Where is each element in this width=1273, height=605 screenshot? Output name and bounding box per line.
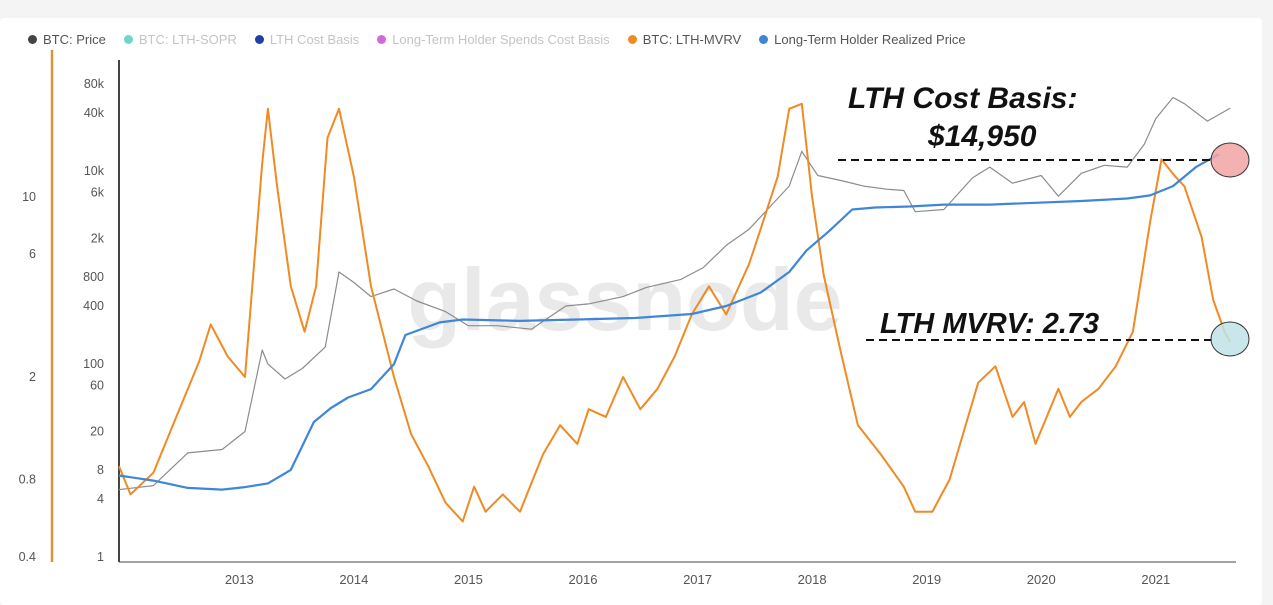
cost-basis-annotation-line1: LTH Cost Basis: <box>848 82 1077 115</box>
x-tick-label: 2019 <box>912 572 941 587</box>
legend-item-lth-spends-cost-basis[interactable]: Long-Term Holder Spends Cost Basis <box>377 32 610 47</box>
price-tick-label: 6k <box>91 186 105 200</box>
legend: BTC: Price BTC: LTH-SOPR LTH Cost Basis … <box>28 30 984 48</box>
price-tick-label: 100 <box>83 357 104 371</box>
realized-price-series-line <box>118 153 1220 491</box>
price-tick-label: 2k <box>91 232 105 246</box>
x-tick-label: 2016 <box>569 572 598 587</box>
mvrv-tick-label: 6 <box>29 247 36 261</box>
mvrv-annotation: LTH MVRV: 2.73 <box>880 308 1099 340</box>
legend-dot <box>254 34 264 44</box>
mvrv-highlight-circle <box>1210 321 1250 357</box>
mvrv-series-line <box>118 102 1232 523</box>
price-axis-ticks: 80k 40k 10k 6k 2k 800 400 100 60 20 8 4 1 <box>83 77 105 564</box>
cost-basis-annotation-line2: $14,950 <box>927 120 1037 153</box>
x-tick-label: 2013 <box>225 572 254 587</box>
legend-item-lth-mvrv[interactable]: BTC: LTH-MVRV <box>627 31 742 47</box>
price-tick-label: 800 <box>83 270 104 284</box>
legend-label: BTC: LTH-SOPR <box>138 31 237 47</box>
mvrv-tick-label: 10 <box>22 190 36 204</box>
legend-item-lth-realized-price[interactable]: Long-Term Holder Realized Price <box>759 31 966 47</box>
price-tick-label: 80k <box>84 77 105 91</box>
price-tick-label: 20 <box>90 424 104 438</box>
legend-dot <box>28 34 37 44</box>
mvrv-tick-label: 0.8 <box>19 472 36 486</box>
x-tick-label: 2017 <box>683 572 712 587</box>
legend-dot <box>759 34 769 44</box>
price-tick-label: 1 <box>97 550 104 564</box>
legend-dot <box>123 34 133 44</box>
legend-item-lth-sopr[interactable]: BTC: LTH-SOPR <box>123 31 237 47</box>
legend-label: Long-Term Holder Realized Price <box>774 31 966 47</box>
watermark: glassnode <box>407 250 842 349</box>
legend-dot <box>377 34 387 44</box>
x-tick-label: 2014 <box>339 572 368 587</box>
mvrv-tick-label: 2 <box>29 370 36 384</box>
plot-card <box>0 18 1262 605</box>
x-tick-label: 2015 <box>454 572 483 587</box>
legend-label: Long-Term Holder Spends Cost Basis <box>392 31 610 47</box>
price-tick-label: 4 <box>97 492 104 506</box>
legend-label: LTH Cost Basis <box>269 31 360 47</box>
x-tick-label: 2020 <box>1027 572 1056 587</box>
price-tick-label: 60 <box>90 378 104 392</box>
mvrv-axis-ticks: 10 6 2 0.8 0.4 <box>19 190 36 564</box>
legend-label: BTC: Price <box>43 31 106 47</box>
x-tick-label: 2018 <box>798 572 827 587</box>
x-tick-label: 2021 <box>1141 572 1170 587</box>
price-tick-label: 400 <box>83 299 104 313</box>
legend-item-btc-price[interactable]: BTC: Price <box>28 32 106 47</box>
cost-basis-highlight-circle <box>1210 142 1250 178</box>
legend-item-lth-cost-basis[interactable]: LTH Cost Basis <box>254 31 360 47</box>
price-tick-label: 40k <box>84 106 105 120</box>
legend-dot <box>627 34 637 44</box>
mvrv-tick-label: 0.4 <box>19 550 36 564</box>
price-tick-label: 8 <box>97 463 104 477</box>
price-series-line <box>118 96 1231 491</box>
legend-label: BTC: LTH-MVRV <box>642 31 742 47</box>
price-tick-label: 10k <box>84 164 105 178</box>
x-axis-ticks: 2013 2014 2015 2016 2017 2018 2019 2020 2021 <box>225 572 1170 587</box>
series-group <box>118 96 1232 523</box>
